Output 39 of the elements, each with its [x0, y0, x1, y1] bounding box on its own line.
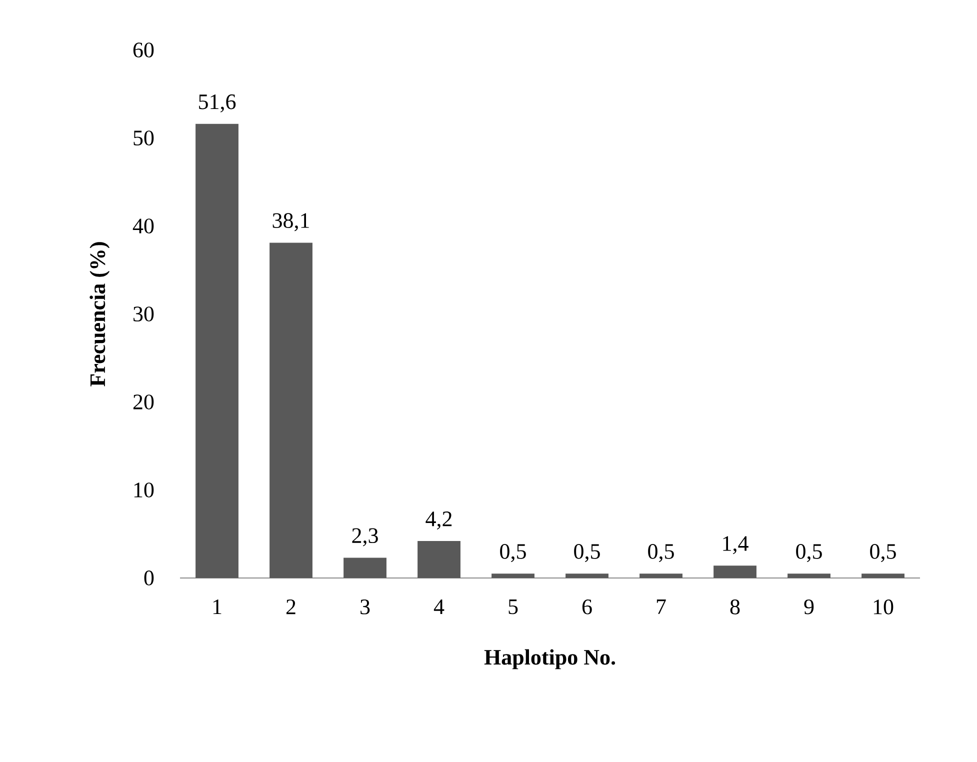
bar [714, 566, 756, 578]
bar [344, 558, 386, 578]
bar [862, 574, 904, 578]
x-tick-label: 6 [582, 600, 592, 614]
data-label: 51,6 [199, 94, 236, 112]
bar [788, 574, 830, 578]
bar [640, 574, 682, 578]
bar [418, 541, 460, 578]
data-label: 0,5 [574, 544, 600, 562]
x-tick-label: 8 [730, 600, 740, 614]
x-tick-label: 5 [508, 600, 518, 614]
data-label: 0,5 [648, 544, 674, 562]
x-tick-label: 2 [286, 600, 296, 614]
y-tick-label: 50 [134, 130, 154, 146]
data-label: 0,5 [796, 544, 822, 562]
x-tick-label: 1 [213, 600, 222, 614]
y-axis-title: Frecuencia (%) [90, 242, 110, 386]
data-label: 2,3 [352, 528, 378, 546]
y-tick-label: 40 [132, 218, 154, 234]
y-tick-label: 60 [133, 42, 154, 58]
y-tick-label: 20 [133, 394, 154, 410]
bar [566, 574, 608, 578]
data-label: 1,4 [723, 536, 748, 554]
bar [270, 242, 312, 578]
bar [492, 574, 534, 578]
data-label: 38,1 [272, 213, 309, 232]
x-axis-title: Haplotipo No. [484, 649, 616, 670]
x-tick-label: 10 [874, 600, 894, 614]
x-tick-label: 4 [434, 600, 444, 614]
x-tick-label: 3 [360, 600, 370, 614]
y-tick-label: 30 [134, 306, 154, 322]
data-label: 0,5 [870, 544, 896, 562]
y-tick-label: 0 [144, 570, 154, 586]
x-tick-label: 7 [656, 600, 666, 614]
x-tick-label: 9 [804, 600, 814, 614]
bar [196, 124, 238, 578]
data-label: 0,5 [500, 544, 526, 562]
y-tick-label: 10 [134, 482, 154, 498]
data-label: 4,2 [426, 512, 452, 530]
